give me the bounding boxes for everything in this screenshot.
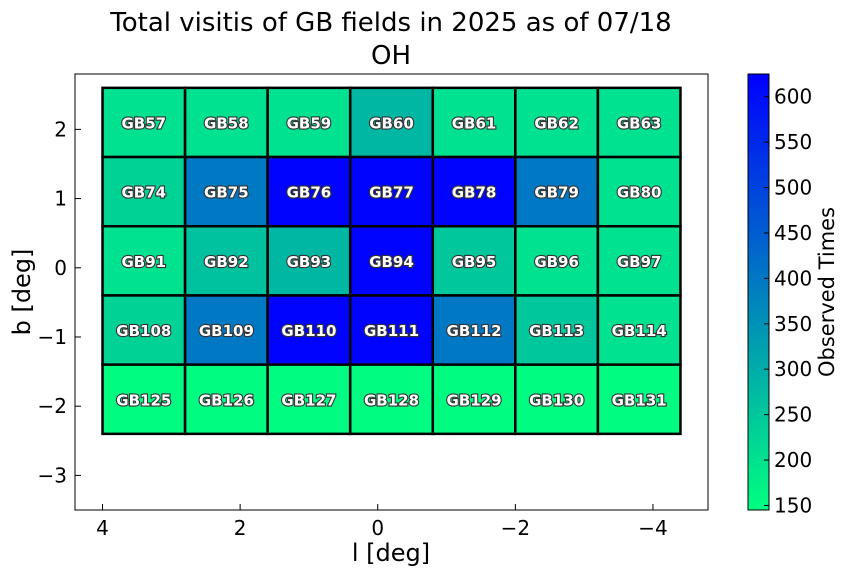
field-cell-gb93 bbox=[266, 225, 352, 297]
field-labels: GB57 GB58 GB59 GB60 GB61 GB62 GB63 GB74 GB75 GB76… bbox=[115, 113, 668, 410]
field-cell-gb74 bbox=[101, 155, 187, 228]
field-label-gb57: GB57 bbox=[121, 114, 166, 132]
y-tick-label: 2 bbox=[54, 117, 67, 141]
field-label-gb109: GB109 bbox=[199, 322, 254, 340]
field-cell-gb108 bbox=[101, 294, 187, 366]
field-label-gb112: GB112 bbox=[447, 322, 502, 340]
y-tick-label: −2 bbox=[38, 394, 67, 418]
y-axis-ticks: 2 1 0 −1 −2 −3 bbox=[38, 117, 81, 487]
field-cell-gb125 bbox=[101, 363, 187, 436]
y-axis-label: b [deg] bbox=[8, 249, 36, 336]
field-cell-gb92 bbox=[183, 225, 269, 297]
plot-frame bbox=[74, 73, 709, 511]
y-tick-label: −3 bbox=[38, 463, 67, 487]
field-label-gb80: GB80 bbox=[617, 184, 662, 202]
field-cell-gb131 bbox=[596, 363, 682, 436]
y-tick-label: −1 bbox=[38, 325, 67, 349]
field-cell-gb109 bbox=[183, 294, 269, 366]
colorbar bbox=[747, 73, 770, 511]
field-cell-gb76 bbox=[266, 155, 352, 228]
field-label-gb75: GB75 bbox=[204, 184, 249, 202]
colorbar-tick-label: 500 bbox=[774, 176, 812, 200]
colorbar-tick-label: 200 bbox=[774, 448, 812, 472]
field-label-gb111: GB111 bbox=[364, 322, 419, 340]
field-label-gb61: GB61 bbox=[452, 114, 497, 132]
field-label-gb76: GB76 bbox=[287, 184, 332, 202]
field-label-gb58: GB58 bbox=[204, 114, 249, 132]
chart-title: Total visitis of GB fields in 2025 as of… bbox=[109, 8, 671, 38]
y-tick-label: 0 bbox=[54, 256, 67, 280]
field-cell-gb127 bbox=[266, 363, 352, 436]
field-label-gb114: GB114 bbox=[612, 322, 667, 340]
field-cell-gb95 bbox=[431, 225, 517, 297]
field-label-gb113: GB113 bbox=[529, 322, 584, 340]
colorbar-tick-label: 250 bbox=[774, 403, 812, 427]
field-cell-gb80 bbox=[596, 155, 682, 228]
field-cell-gb96 bbox=[514, 225, 600, 297]
x-tick-label: 2 bbox=[234, 516, 247, 540]
field-label-gb78: GB78 bbox=[452, 184, 497, 202]
field-label-gb128: GB128 bbox=[364, 391, 419, 409]
field-label-gb94: GB94 bbox=[369, 253, 414, 271]
field-label-gb59: GB59 bbox=[287, 114, 332, 132]
chart-subtitle: OH bbox=[371, 41, 411, 71]
field-cell-gb78 bbox=[431, 155, 517, 228]
colorbar-tick-label: 150 bbox=[774, 493, 812, 517]
field-label-gb77: GB77 bbox=[369, 184, 414, 202]
field-label-gb96: GB96 bbox=[534, 253, 579, 271]
field-cell-gb57 bbox=[101, 86, 187, 159]
field-label-gb97: GB97 bbox=[617, 253, 662, 271]
x-tick-label: 0 bbox=[371, 516, 384, 540]
colorbar-label: Observed Times bbox=[815, 207, 839, 377]
x-tick-label: 4 bbox=[96, 516, 109, 540]
x-tick-label: −2 bbox=[501, 516, 530, 540]
field-label-gb129: GB129 bbox=[447, 391, 502, 409]
field-label-gb131: GB131 bbox=[612, 391, 667, 409]
field-label-gb127: GB127 bbox=[281, 391, 336, 409]
field-label-gb79: GB79 bbox=[534, 184, 579, 202]
colorbar-tick-label: 600 bbox=[774, 85, 812, 109]
field-label-gb125: GB125 bbox=[116, 391, 171, 409]
field-label-gb95: GB95 bbox=[452, 253, 497, 271]
field-label-gb60: GB60 bbox=[369, 114, 414, 132]
field-cell-gb62 bbox=[514, 86, 600, 159]
field-label-gb108: GB108 bbox=[116, 322, 171, 340]
field-label-gb93: GB93 bbox=[287, 253, 332, 271]
field-label-gb110: GB110 bbox=[281, 322, 336, 340]
x-axis-label: l [deg] bbox=[352, 539, 430, 567]
colorbar-tick-label: 450 bbox=[774, 221, 812, 245]
field-label-gb91: GB91 bbox=[121, 253, 166, 271]
field-label-gb126: GB126 bbox=[199, 391, 254, 409]
field-cell-gb130 bbox=[514, 363, 600, 436]
field-cell-gb113 bbox=[514, 294, 600, 366]
colorbar-ticks: 150 200 250 300 350 400 450 500 550 600 bbox=[764, 85, 812, 517]
heatmap-cells bbox=[101, 86, 682, 436]
field-label-gb130: GB130 bbox=[529, 391, 584, 409]
field-label-gb92: GB92 bbox=[204, 253, 249, 271]
field-label-gb74: GB74 bbox=[121, 184, 166, 202]
colorbar-tick-label: 550 bbox=[774, 130, 812, 154]
field-cell-gb97 bbox=[596, 225, 682, 297]
y-tick-label: 1 bbox=[54, 187, 67, 211]
colorbar-tick-label: 300 bbox=[774, 357, 812, 381]
colorbar-tick-label: 400 bbox=[774, 266, 812, 290]
field-label-gb62: GB62 bbox=[534, 114, 579, 132]
x-axis-ticks: 4 2 0 −2 −4 bbox=[96, 504, 668, 540]
field-label-gb63: GB63 bbox=[617, 114, 662, 132]
x-tick-label: −4 bbox=[638, 516, 667, 540]
colorbar-tick-label: 350 bbox=[774, 312, 812, 336]
